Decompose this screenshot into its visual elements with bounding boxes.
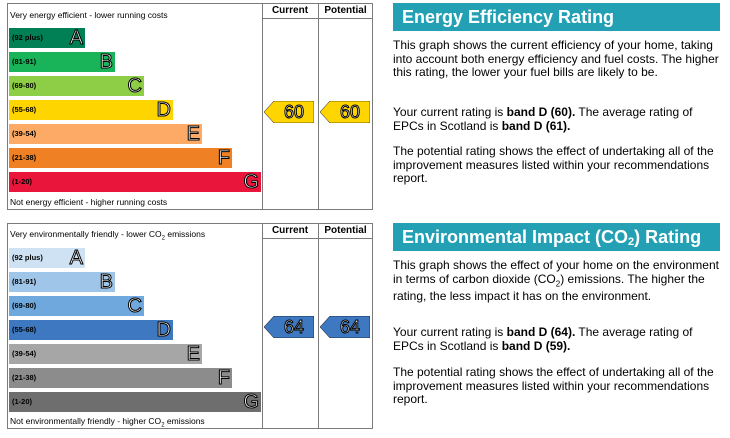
band-d: (55-68) D [9, 319, 173, 341]
energy-rating-title: Energy Efficiency Rating [393, 3, 720, 31]
band-range: (21-38) [12, 153, 37, 162]
environment-current-rating-text: Your current rating is band D (64). The … [393, 325, 693, 353]
potential-column-header: Potential [318, 224, 373, 239]
potential-rating-arrow: 64 [320, 316, 370, 338]
band-letter: A [69, 27, 83, 49]
band-f: (21-38) F [9, 367, 232, 389]
environmental-impact-title: Environmental Impact (CO2) Rating [393, 223, 720, 251]
band-range: (92 plus) [12, 253, 43, 262]
column-divider [318, 224, 319, 428]
current-column-header: Current [262, 224, 318, 239]
current-column-header: Current [262, 4, 318, 19]
energy-current-rating-text: Your current rating is band D (60). The … [393, 105, 693, 133]
bottom-caption: Not environmentally friendly - higher CO… [10, 416, 205, 429]
band-range: (1-20) [12, 177, 33, 186]
band-letter: C [127, 295, 142, 317]
band-letter: F [217, 367, 230, 389]
band-a: (92 plus) A [9, 27, 85, 49]
top-caption: Very energy efficient - lower running co… [10, 10, 168, 20]
band-range: (21-38) [12, 373, 37, 382]
potential-rating-value: 64 [339, 317, 361, 338]
band-letter: B [99, 51, 113, 73]
band-letter: B [99, 271, 113, 293]
band-d: (55-68) D [9, 99, 173, 121]
band-c: (69-80) C [9, 75, 144, 97]
band-range: (55-68) [12, 325, 37, 334]
band-range: (55-68) [12, 105, 37, 114]
band-range: (92 plus) [12, 33, 43, 42]
column-divider [262, 224, 263, 428]
band-letter: G [243, 391, 260, 413]
potential-rating-arrow: 60 [320, 101, 370, 123]
band-letter: D [156, 99, 171, 121]
band-range: (1-20) [12, 397, 33, 406]
environment-description: This graph shows the effect of your home… [393, 258, 719, 304]
band-range: (81-91) [12, 57, 37, 66]
energy-rating-chart: Current Potential Very energy efficient … [7, 3, 373, 210]
environmental-impact-chart: Current Potential Very environmentally f… [7, 223, 373, 429]
current-rating-arrow: 60 [264, 101, 314, 123]
energy-description: This graph shows the current efficiency … [393, 38, 719, 79]
band-letter: F [217, 147, 230, 169]
current-rating-arrow: 64 [264, 316, 314, 338]
band-range: (39-54) [12, 349, 37, 358]
top-caption: Very environmentally friendly - lower CO… [10, 229, 206, 242]
band-letter: D [156, 319, 171, 341]
bottom-caption: Not energy efficient - higher running co… [10, 197, 168, 207]
band-letter: C [127, 75, 142, 97]
energy-potential-text: The potential rating shows the effect of… [393, 144, 714, 185]
band-b: (81-91) B [9, 51, 115, 73]
environment-potential-text: The potential rating shows the effect of… [393, 365, 714, 406]
band-range: (39-54) [12, 129, 37, 138]
band-c: (69-80) C [9, 295, 144, 317]
band-a: (92 plus) A [9, 247, 85, 269]
band-letter: G [243, 171, 260, 193]
current-rating-value: 64 [283, 317, 305, 338]
current-rating-value: 60 [283, 102, 305, 123]
potential-rating-value: 60 [339, 102, 361, 123]
band-letter: A [69, 247, 83, 269]
band-letter: E [186, 123, 200, 145]
band-b: (81-91) B [9, 271, 115, 293]
band-g: (1-20) G [9, 171, 261, 193]
band-letter: E [186, 343, 200, 365]
potential-column-header: Potential [318, 4, 373, 19]
band-f: (21-38) F [9, 147, 232, 169]
band-range: (69-80) [12, 301, 37, 310]
band-range: (69-80) [12, 81, 37, 90]
band-range: (81-91) [12, 277, 37, 286]
band-g: (1-20) G [9, 391, 261, 413]
column-divider [318, 4, 319, 209]
band-e: (39-54) E [9, 123, 202, 145]
column-divider [262, 4, 263, 209]
band-e: (39-54) E [9, 343, 202, 365]
